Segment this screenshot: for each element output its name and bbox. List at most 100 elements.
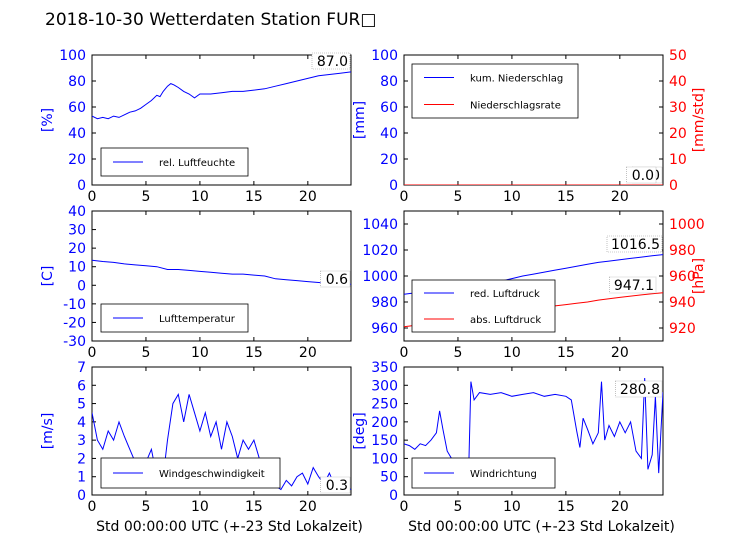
y-axis-label: [deg] — [352, 412, 368, 449]
x-tick-label: 5 — [453, 499, 462, 515]
x-tick-label: 0 — [400, 189, 409, 205]
y-axis-label: [m/s] — [40, 413, 56, 450]
plot-frame — [403, 366, 664, 496]
y2-tick-label: 40 — [669, 74, 687, 90]
y-tick-label: 30 — [68, 223, 86, 239]
y-tick-label: 7 — [77, 360, 86, 376]
figure-title: 2018-10-30 Wetterdaten Station FUR□ — [45, 10, 377, 30]
annotation-box — [609, 276, 657, 294]
legend-label: Niederschlagsrate — [470, 101, 561, 112]
y-tick-label: 20 — [68, 152, 86, 168]
x-axis-label: Std 00:00:00 UTC (+-23 Std Lokalzeit) — [408, 519, 675, 535]
series-line-0 — [92, 259, 351, 285]
y-tick-label: 0 — [77, 178, 86, 194]
legend-box — [411, 457, 556, 489]
y2-tick-label: 50 — [669, 48, 687, 64]
x-tick-label: 10 — [191, 345, 209, 361]
y-tick-label: 50 — [380, 470, 398, 486]
x-tick-label: 5 — [141, 189, 150, 205]
x-tick-label: 20 — [299, 189, 317, 205]
plot-frame — [91, 210, 352, 342]
x-tick-label: 5 — [141, 345, 150, 361]
y-tick-label: 6 — [77, 378, 86, 394]
value-annotation: 1016.5 — [611, 237, 660, 253]
x-tick-label: 10 — [191, 189, 209, 205]
y-tick-label: 0 — [389, 488, 398, 504]
annotation-box — [320, 270, 351, 288]
y2-tick-label: 920 — [669, 321, 696, 337]
x-tick-label: 15 — [557, 345, 575, 361]
x-axis-label: Std 00:00:00 UTC (+-23 Std Lokalzeit) — [96, 519, 363, 535]
y2-tick-label: 1000 — [669, 217, 705, 233]
legend-label: red. Luftdruck — [470, 289, 540, 300]
x-tick-label: 20 — [299, 499, 317, 515]
y-tick-label: 40 — [68, 204, 86, 220]
x-tick-label: 15 — [245, 499, 263, 515]
y2-tick-label: 0 — [669, 178, 678, 194]
y-tick-label: -10 — [63, 297, 86, 313]
x-tick-label: 0 — [88, 189, 97, 205]
y-tick-label: 250 — [371, 397, 398, 413]
x-tick-label: 15 — [245, 189, 263, 205]
y2-tick-label: 10 — [669, 152, 687, 168]
x-tick-label: 5 — [141, 499, 150, 515]
x-tick-label: 15 — [557, 499, 575, 515]
y-tick-label: 80 — [68, 74, 86, 90]
y2-tick-label: 980 — [669, 243, 696, 259]
x-tick-label: 20 — [611, 189, 629, 205]
y2-tick-label: 20 — [669, 126, 687, 142]
legend-label: kum. Niederschlag — [470, 74, 563, 85]
y-tick-label: 200 — [371, 415, 398, 431]
y-tick-label: 100 — [371, 48, 398, 64]
panel-pressure: 0 5 10 15 20 960 980 1000 1020 1040 920 940 960 980 10… — [362, 210, 707, 361]
panel-humidity: 0 5 10 15 20 0 20 40 60 80 100 [%] rel. Luftfeuchte 8… — [40, 48, 352, 205]
x-tick-label: 15 — [557, 189, 575, 205]
y-tick-label: 350 — [371, 360, 398, 376]
y2-tick-label: 960 — [669, 269, 696, 285]
y-tick-label: -30 — [63, 334, 86, 350]
y2-axis-label: [hPa] — [691, 258, 707, 294]
y-tick-label: 10 — [68, 260, 86, 276]
legend-label: abs. Luftdruck — [470, 315, 541, 326]
x-tick-label: 0 — [88, 345, 97, 361]
y-axis-label: [mm] — [352, 101, 368, 139]
y-tick-label: 0 — [77, 488, 86, 504]
value-annotation: 280.8 — [620, 382, 660, 398]
series-line-0 — [92, 71, 351, 120]
y-tick-label: 3 — [77, 433, 86, 449]
x-tick-label: 15 — [245, 345, 263, 361]
x-tick-label: 5 — [453, 345, 462, 361]
annotation-box — [311, 52, 351, 70]
x-tick-label: 0 — [400, 499, 409, 515]
plot-frame — [91, 54, 352, 186]
y-tick-label: 1000 — [362, 269, 398, 285]
annotation-box — [626, 166, 657, 184]
y-axis-label: [%] — [40, 108, 56, 132]
value-annotation: 87.0 — [317, 54, 348, 70]
x-tick-label: 5 — [453, 189, 462, 205]
y-tick-label: 60 — [68, 100, 86, 116]
panel-temperature: 0 5 10 15 20 -30 -20 -10 0 10 20 30 40 [C] Lufttempera… — [40, 204, 352, 361]
x-tick-label: 10 — [503, 189, 521, 205]
y-tick-label: 4 — [77, 415, 86, 431]
y-tick-label: 1 — [77, 470, 86, 486]
legend-label: Windrichtung — [470, 469, 537, 480]
y-tick-label: 1020 — [362, 243, 398, 259]
y-tick-label: 0 — [77, 278, 86, 294]
y-tick-label: 40 — [380, 126, 398, 142]
legend-label: Lufttemperatur — [159, 314, 236, 325]
plot-frame — [91, 366, 352, 496]
y2-tick-label: 940 — [669, 295, 696, 311]
legend-box — [411, 279, 556, 333]
y-tick-label: 980 — [371, 295, 398, 311]
y-tick-label: 40 — [68, 126, 86, 142]
y-tick-label: 20 — [380, 152, 398, 168]
x-tick-label: 0 — [88, 499, 97, 515]
x-tick-label: 20 — [611, 499, 629, 515]
y-tick-label: 100 — [59, 48, 86, 64]
value-annotation: 0.6 — [326, 272, 348, 288]
value-annotation: 0.3 — [326, 478, 348, 494]
y-tick-label: 80 — [380, 74, 398, 90]
annotation-box — [615, 380, 663, 398]
y-tick-label: 20 — [68, 241, 86, 257]
